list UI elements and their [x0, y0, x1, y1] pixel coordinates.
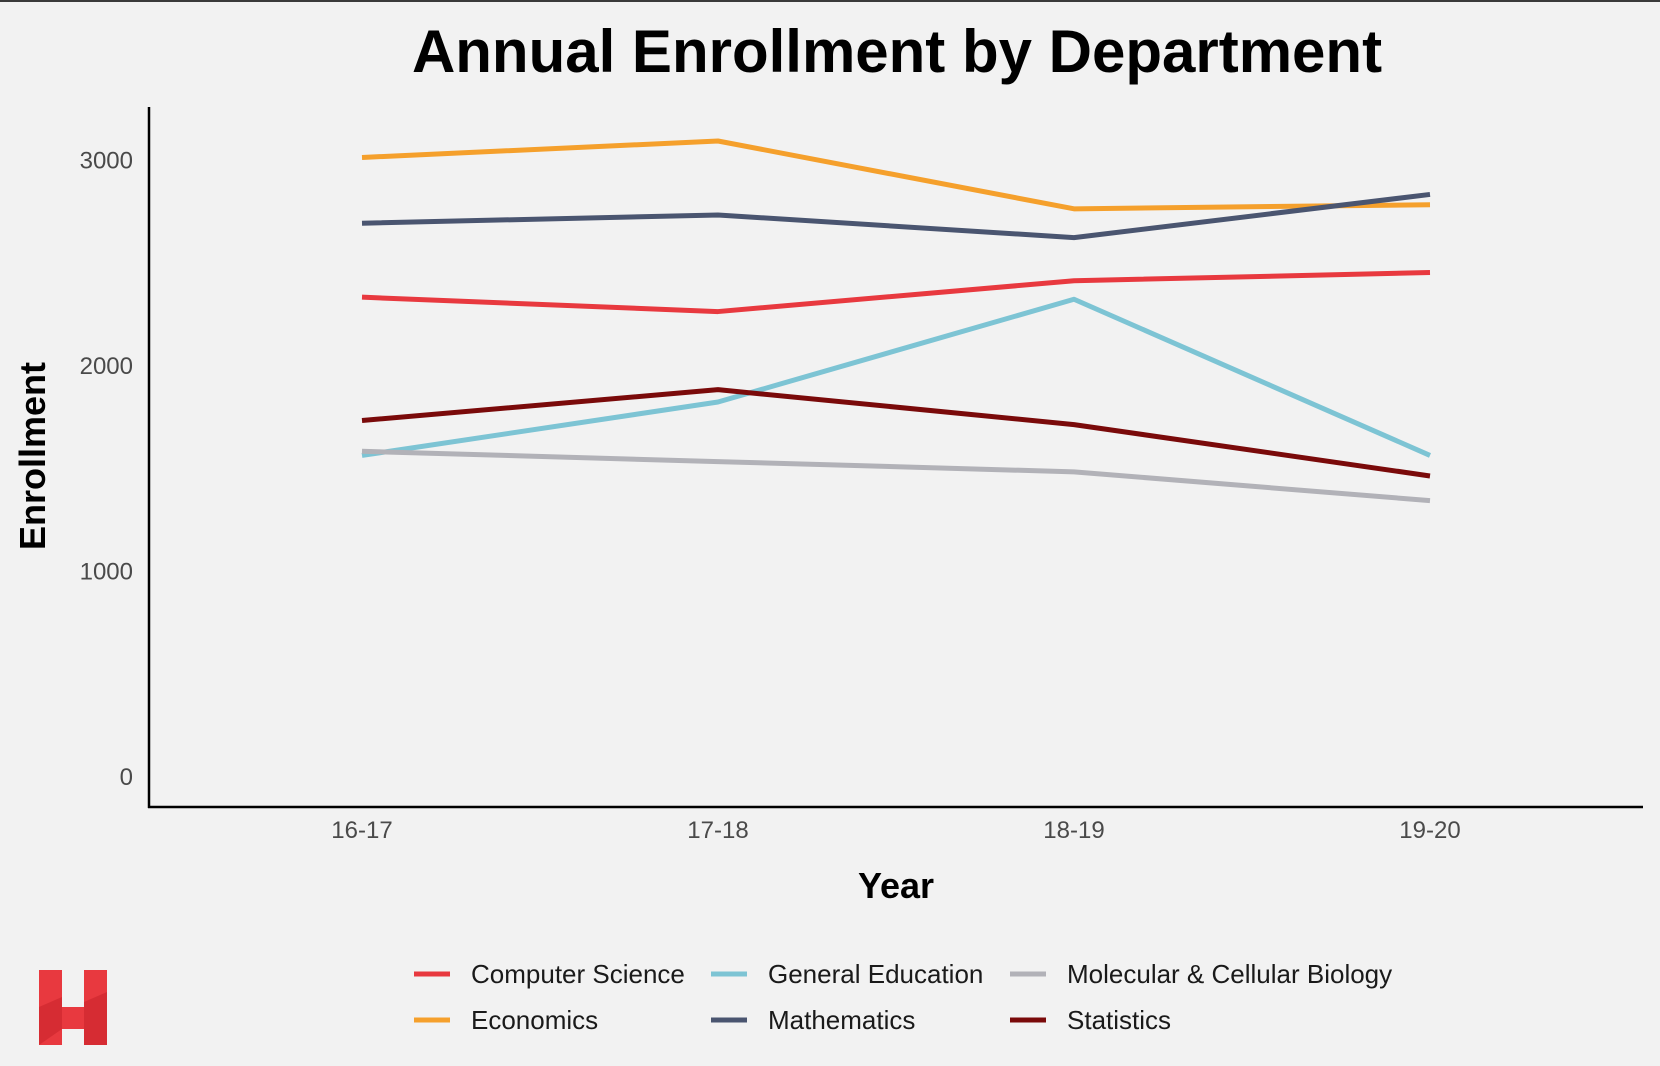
legend-item: Computer Science: [414, 959, 685, 989]
chart-title: Annual Enrollment by Department: [412, 18, 1382, 85]
h-logo-icon: [39, 970, 107, 1045]
series-line-statistics: [361, 387, 1431, 479]
series-line-mathematics: [361, 191, 1431, 241]
legend-label: Molecular & Cellular Biology: [1067, 959, 1392, 989]
axes: [147, 107, 1643, 809]
y-tick-label: 2000: [80, 353, 133, 380]
legend-label: Statistics: [1067, 1005, 1171, 1035]
legend-item: Statistics: [1010, 1005, 1171, 1035]
x-ticks: 16-17 17-18 18-19 19-20: [331, 817, 1460, 844]
legend-item: Economics: [414, 1005, 598, 1035]
series-line-computer-science: [361, 270, 1431, 315]
legend-item: Mathematics: [711, 1005, 915, 1035]
x-tick-label: 16-17: [331, 817, 392, 844]
y-axis-title: Enrollment: [12, 362, 53, 550]
legend-item: General Education: [711, 959, 983, 989]
x-tick-label: 17-18: [687, 817, 748, 844]
series-line-molecular-cellular-biology: [361, 448, 1431, 504]
legend-label: Economics: [471, 1005, 598, 1035]
y-ticks: 0 1000 2000 3000: [80, 148, 133, 792]
series-line-economics: [361, 138, 1431, 212]
legend-item: Molecular & Cellular Biology: [1010, 959, 1392, 989]
series-line-general-education: [361, 296, 1432, 458]
series-lines: [361, 138, 1432, 504]
legend: Computer Science Economics General Educati…: [414, 959, 1392, 1035]
legend-label: Computer Science: [471, 959, 685, 989]
legend-label: General Education: [768, 959, 983, 989]
y-tick-label: 0: [120, 764, 133, 791]
x-tick-label: 18-19: [1043, 817, 1104, 844]
x-axis-title: Year: [858, 865, 934, 906]
legend-label: Mathematics: [768, 1005, 915, 1035]
h-logo-shade: [39, 992, 107, 1045]
y-tick-label: 3000: [80, 148, 133, 175]
y-tick-label: 1000: [80, 559, 133, 586]
x-tick-label: 19-20: [1399, 817, 1460, 844]
